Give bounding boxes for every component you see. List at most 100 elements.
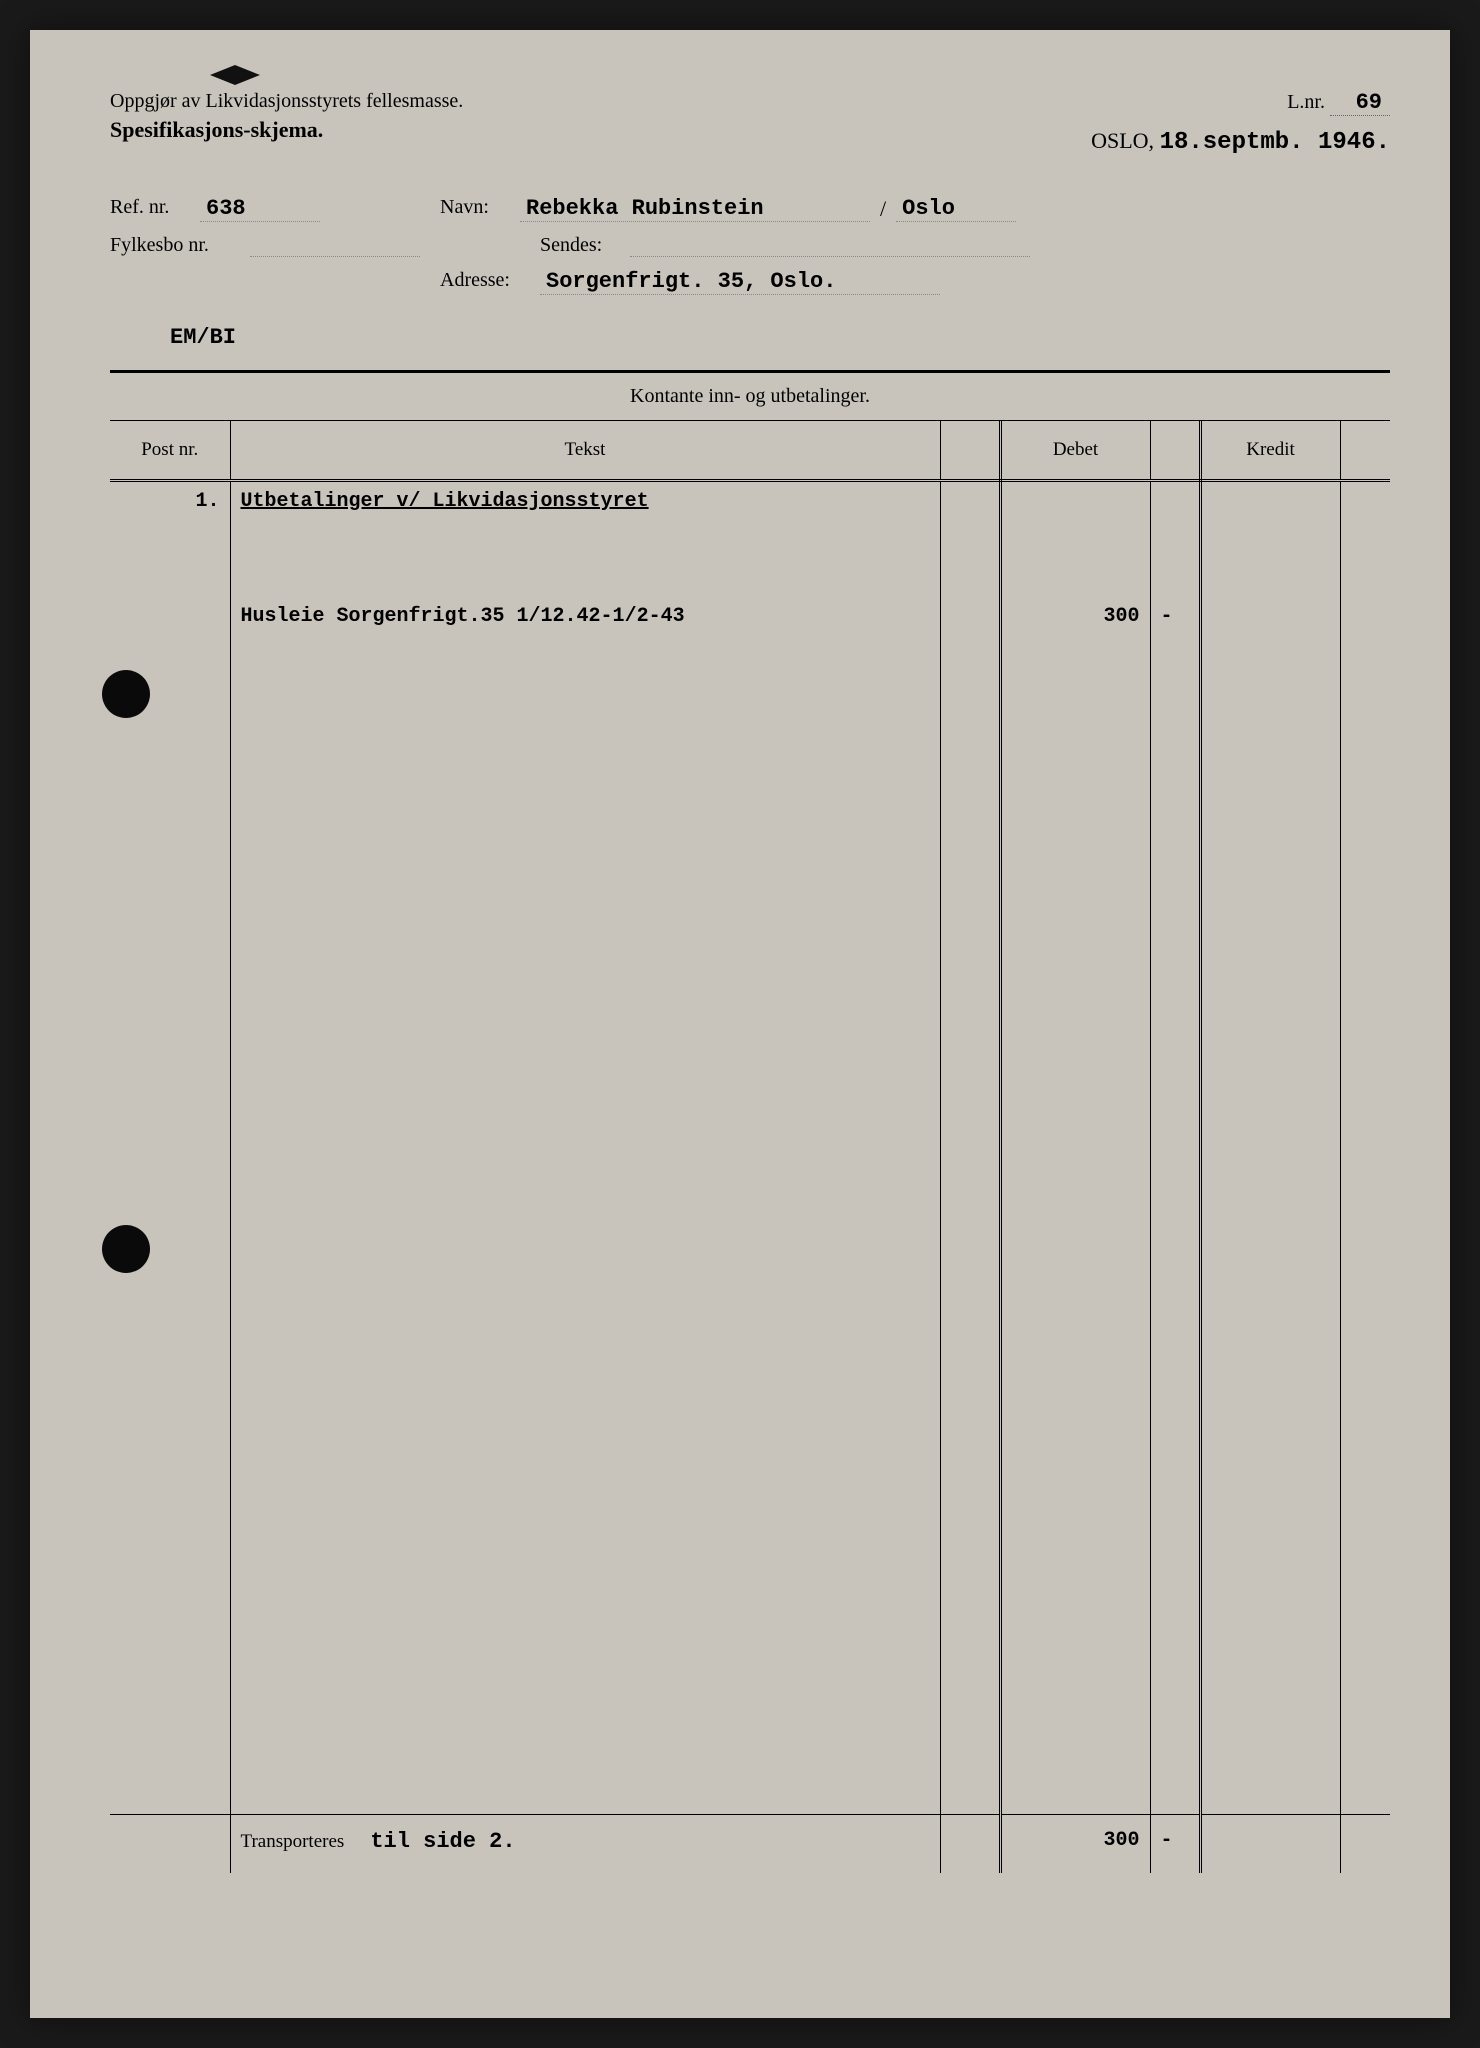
navn-city: Oslo — [896, 196, 1016, 222]
em-code: EM/BI — [170, 325, 1390, 350]
col-spacer — [940, 421, 1000, 481]
tekst-cell: Husleie Sorgenfrigt.35 1/12.42-1/2-43 — [230, 597, 940, 655]
debet-cell — [1000, 1525, 1150, 1583]
debet-cell — [1000, 1351, 1150, 1409]
kredit-sub-cell — [1340, 1525, 1390, 1583]
spacer-cell — [940, 1003, 1000, 1061]
kredit-cell — [1200, 1409, 1340, 1467]
kredit-sub-cell — [1340, 1235, 1390, 1293]
spacer-cell — [940, 597, 1000, 655]
debet-sub-cell: - — [1150, 597, 1200, 655]
debet-cell — [1000, 887, 1150, 945]
debet-sub-cell — [1150, 1699, 1200, 1757]
kredit-sub-cell — [1340, 1467, 1390, 1525]
debet-sub-cell — [1150, 481, 1200, 539]
table-row — [110, 1235, 1390, 1293]
kredit-sub-cell — [1340, 597, 1390, 655]
debet-sub-cell — [1150, 1641, 1200, 1699]
debet-sub-cell — [1150, 829, 1200, 887]
kredit-cell — [1200, 887, 1340, 945]
spacer-cell — [940, 1061, 1000, 1119]
kredit-sub-cell — [1340, 1409, 1390, 1467]
table-row — [110, 1061, 1390, 1119]
table-row — [110, 539, 1390, 597]
post-cell — [110, 713, 230, 771]
spacer-cell — [940, 1293, 1000, 1351]
tekst-cell — [230, 1235, 940, 1293]
table-row — [110, 1757, 1390, 1815]
tekst-cell — [230, 655, 940, 713]
tekst-cell — [230, 887, 940, 945]
lnr-value: 69 — [1330, 90, 1390, 116]
debet-cell — [1000, 1061, 1150, 1119]
tekst-cell — [230, 713, 940, 771]
table-row — [110, 1351, 1390, 1409]
debet-cell — [1000, 1409, 1150, 1467]
post-cell — [110, 1641, 230, 1699]
kredit-sub-cell — [1340, 829, 1390, 887]
kredit-cell — [1200, 1061, 1340, 1119]
kredit-sub-cell — [1340, 1003, 1390, 1061]
debet-cell — [1000, 539, 1150, 597]
spacer-cell — [940, 1467, 1000, 1525]
kredit-sub-cell — [1340, 1583, 1390, 1641]
navn-label: Navn: — [440, 196, 520, 222]
ledger-table: Post nr. Tekst Debet Kredit 1.Utbetaling… — [110, 421, 1390, 1873]
debet-cell — [1000, 1119, 1150, 1177]
debet-cell — [1000, 1467, 1150, 1525]
post-cell — [110, 1409, 230, 1467]
kredit-sub-cell — [1340, 481, 1390, 539]
spacer-cell — [940, 887, 1000, 945]
ref-label: Ref. nr. — [110, 196, 200, 222]
debet-cell — [1000, 1177, 1150, 1235]
post-cell — [110, 1351, 230, 1409]
kredit-cell — [1200, 1467, 1340, 1525]
debet-sub-cell — [1150, 1061, 1200, 1119]
spacer-cell — [940, 945, 1000, 1003]
kredit-cell — [1200, 829, 1340, 887]
table-row — [110, 1409, 1390, 1467]
kredit-cell — [1200, 1351, 1340, 1409]
kredit-sub-cell — [1340, 887, 1390, 945]
post-cell — [110, 539, 230, 597]
kredit-cell — [1200, 713, 1340, 771]
slash-separator: / — [880, 196, 886, 222]
tekst-cell — [230, 1699, 940, 1757]
col-debet: Debet — [1000, 421, 1150, 481]
hole-punch-icon — [102, 670, 150, 718]
debet-sub-cell — [1150, 1351, 1200, 1409]
debet-sub-cell — [1150, 1003, 1200, 1061]
debet-sub-cell — [1150, 1409, 1200, 1467]
debet-cell — [1000, 1699, 1150, 1757]
tekst-cell: Utbetalinger v/ Likvidasjonsstyret — [230, 481, 940, 539]
debet-cell — [1000, 713, 1150, 771]
debet-cell — [1000, 1235, 1150, 1293]
kredit-sub-cell — [1340, 945, 1390, 1003]
spacer-cell — [940, 1351, 1000, 1409]
table-row — [110, 829, 1390, 887]
tekst-cell — [230, 1583, 940, 1641]
table-row — [110, 1525, 1390, 1583]
table-row — [110, 1641, 1390, 1699]
debet-sub-cell — [1150, 887, 1200, 945]
post-cell — [110, 1003, 230, 1061]
table-row — [110, 1003, 1390, 1061]
post-cell — [110, 887, 230, 945]
kredit-sub-cell — [1340, 1293, 1390, 1351]
spacer-cell — [940, 1409, 1000, 1467]
kredit-cell — [1200, 1583, 1340, 1641]
navn-value: Rebekka Rubinstein — [520, 196, 870, 222]
post-cell — [110, 771, 230, 829]
debet-sub-cell — [1150, 1583, 1200, 1641]
table-row: 1.Utbetalinger v/ Likvidasjonsstyret — [110, 481, 1390, 539]
debet-cell — [1000, 945, 1150, 1003]
kredit-cell — [1200, 1641, 1340, 1699]
debet-cell — [1000, 481, 1150, 539]
tekst-cell — [230, 1003, 940, 1061]
document-page: Oppgjør av Likvidasjonsstyrets fellesmas… — [30, 30, 1450, 2018]
debet-sub-cell — [1150, 1757, 1200, 1815]
debet-sub-cell — [1150, 713, 1200, 771]
spacer-cell — [940, 829, 1000, 887]
kredit-cell — [1200, 481, 1340, 539]
kredit-sub-cell — [1340, 771, 1390, 829]
